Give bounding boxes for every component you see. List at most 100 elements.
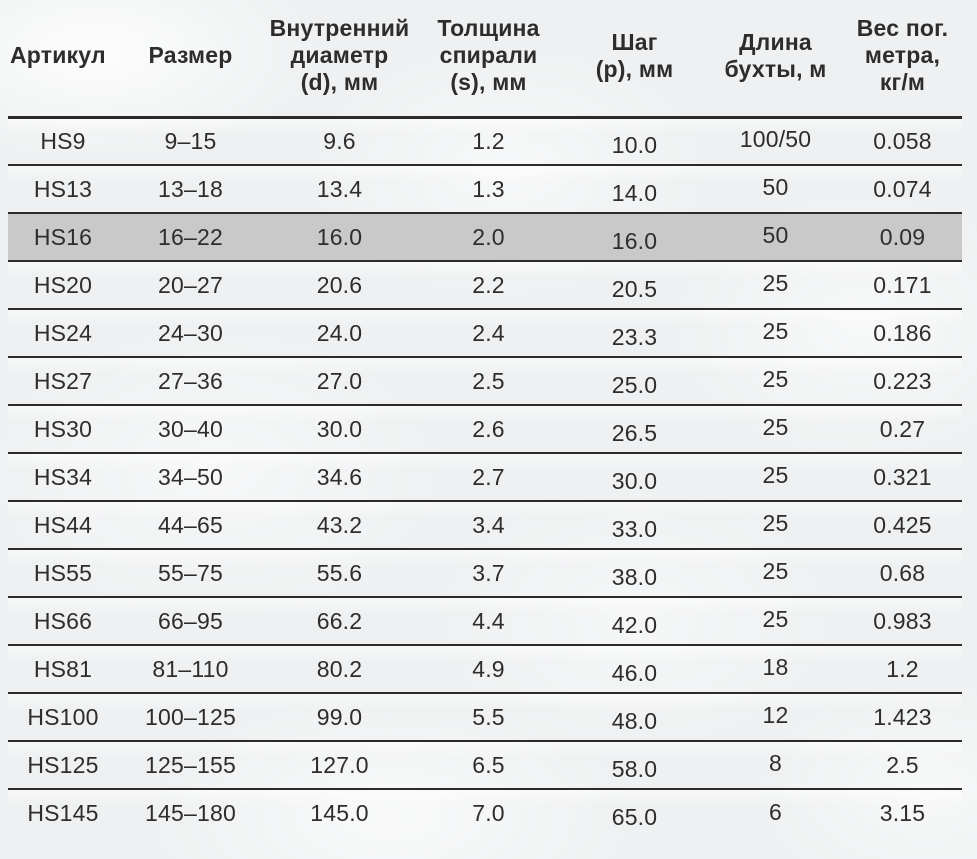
cell-weight: 0.074 — [843, 165, 962, 214]
cell-weight: 0.058 — [843, 117, 962, 166]
cell-spiral_thickness: 3.7 — [416, 549, 561, 598]
cell-inner_diameter: 30.0 — [263, 405, 416, 454]
cell-pitch: 33.0 — [561, 501, 708, 550]
table-row: HS100 100–125 99.0 5.5 48.0 12 1.423 — [8, 693, 962, 742]
cell-article: HS20 — [8, 261, 118, 310]
cell-coil_length: 6 — [708, 789, 843, 837]
cell-weight: 0.27 — [843, 405, 962, 454]
cell-coil_length: 25 — [708, 597, 843, 646]
cell-inner_diameter: 34.6 — [263, 453, 416, 502]
cell-spiral_thickness: 2.7 — [416, 453, 561, 502]
cell-coil_length: 50 — [708, 165, 843, 214]
cell-coil_length: 25 — [708, 405, 843, 454]
cell-article: HS24 — [8, 309, 118, 358]
cell-weight: 1.423 — [843, 693, 962, 742]
cell-inner_diameter: 24.0 — [263, 309, 416, 358]
cell-spiral_thickness: 1.2 — [416, 117, 561, 166]
cell-article: HS27 — [8, 357, 118, 406]
cell-inner_diameter: 27.0 — [263, 357, 416, 406]
cell-size: 55–75 — [118, 549, 263, 598]
specifications-table: Артикул Размер Внутренний диаметр (d), м… — [8, 0, 962, 837]
table-row: HS30 30–40 30.0 2.6 26.5 25 0.27 — [8, 405, 962, 454]
cell-spiral_thickness: 2.4 — [416, 309, 561, 358]
cell-size: 66–95 — [118, 597, 263, 646]
table-row: HS125 125–155 127.0 6.5 58.0 8 2.5 — [8, 741, 962, 790]
cell-size: 20–27 — [118, 261, 263, 310]
cell-pitch: 14.0 — [561, 165, 708, 214]
cell-weight: 0.09 — [843, 213, 962, 262]
cell-inner_diameter: 145.0 — [263, 789, 416, 837]
cell-pitch: 48.0 — [561, 693, 708, 742]
cell-weight: 0.223 — [843, 357, 962, 406]
cell-weight: 0.68 — [843, 549, 962, 598]
cell-pitch: 30.0 — [561, 453, 708, 502]
table-row: HS66 66–95 66.2 4.4 42.0 25 0.983 — [8, 597, 962, 646]
table-row: HS16 16–22 16.0 2.0 16.0 50 0.09 — [8, 213, 962, 262]
cell-article: HS34 — [8, 453, 118, 502]
cell-inner_diameter: 13.4 — [263, 165, 416, 214]
column-header-pitch: Шаг (p), мм — [561, 0, 708, 119]
cell-coil_length: 50 — [708, 213, 843, 262]
cell-article: HS100 — [8, 693, 118, 742]
cell-coil_length: 25 — [708, 309, 843, 358]
cell-spiral_thickness: 2.0 — [416, 213, 561, 262]
column-header-inner-diameter: Внутренний диаметр (d), мм — [263, 0, 416, 119]
cell-weight: 0.186 — [843, 309, 962, 358]
cell-weight: 0.321 — [843, 453, 962, 502]
cell-coil_length: 25 — [708, 453, 843, 502]
table-body: HS9 9–15 9.6 1.2 10.0 100/50 0.058 HS13 13–18 13.… — [8, 117, 962, 837]
cell-weight: 1.2 — [843, 645, 962, 694]
table-row: HS34 34–50 34.6 2.7 30.0 25 0.321 — [8, 453, 962, 502]
cell-inner_diameter: 80.2 — [263, 645, 416, 694]
cell-pitch: 20.5 — [561, 261, 708, 310]
table-row: HS44 44–65 43.2 3.4 33.0 25 0.425 — [8, 501, 962, 550]
cell-pitch: 25.0 — [561, 357, 708, 406]
table-row: HS24 24–30 24.0 2.4 23.3 25 0.186 — [8, 309, 962, 358]
table-row: HS145 145–180 145.0 7.0 65.0 6 3.15 — [8, 789, 962, 837]
cell-spiral_thickness: 7.0 — [416, 789, 561, 837]
cell-weight: 0.983 — [843, 597, 962, 646]
cell-pitch: 16.0 — [561, 213, 708, 262]
cell-coil_length: 8 — [708, 741, 843, 790]
column-header-weight: Вес пог. метра, кг/м — [843, 0, 962, 119]
cell-spiral_thickness: 1.3 — [416, 165, 561, 214]
cell-size: 34–50 — [118, 453, 263, 502]
table-header-row: Артикул Размер Внутренний диаметр (d), м… — [8, 0, 962, 119]
table-row: HS81 81–110 80.2 4.9 46.0 18 1.2 — [8, 645, 962, 694]
cell-weight: 3.15 — [843, 789, 962, 837]
cell-article: HS125 — [8, 741, 118, 790]
cell-spiral_thickness: 2.6 — [416, 405, 561, 454]
cell-article: HS66 — [8, 597, 118, 646]
cell-pitch: 46.0 — [561, 645, 708, 694]
cell-coil_length: 25 — [708, 261, 843, 310]
column-header-spiral-thickness: Толщина спирали (s), мм — [416, 0, 561, 119]
column-header-article: Артикул — [8, 0, 118, 119]
cell-spiral_thickness: 3.4 — [416, 501, 561, 550]
cell-spiral_thickness: 2.5 — [416, 357, 561, 406]
column-header-coil-length: Длина бухты, м — [708, 0, 843, 119]
cell-coil_length: 25 — [708, 501, 843, 550]
cell-inner_diameter: 43.2 — [263, 501, 416, 550]
cell-article: HS9 — [8, 117, 118, 166]
cell-article: HS13 — [8, 165, 118, 214]
cell-article: HS44 — [8, 501, 118, 550]
cell-inner_diameter: 16.0 — [263, 213, 416, 262]
cell-size: 30–40 — [118, 405, 263, 454]
cell-article: HS145 — [8, 789, 118, 837]
cell-size: 125–155 — [118, 741, 263, 790]
cell-pitch: 65.0 — [561, 789, 708, 837]
cell-size: 100–125 — [118, 693, 263, 742]
cell-article: HS30 — [8, 405, 118, 454]
cell-spiral_thickness: 4.4 — [416, 597, 561, 646]
cell-size: 44–65 — [118, 501, 263, 550]
column-header-size: Размер — [118, 0, 263, 119]
table-row: HS27 27–36 27.0 2.5 25.0 25 0.223 — [8, 357, 962, 406]
cell-pitch: 26.5 — [561, 405, 708, 454]
cell-size: 24–30 — [118, 309, 263, 358]
cell-pitch: 38.0 — [561, 549, 708, 598]
table-row: HS20 20–27 20.6 2.2 20.5 25 0.171 — [8, 261, 962, 310]
cell-pitch: 58.0 — [561, 741, 708, 790]
cell-size: 13–18 — [118, 165, 263, 214]
cell-inner_diameter: 99.0 — [263, 693, 416, 742]
